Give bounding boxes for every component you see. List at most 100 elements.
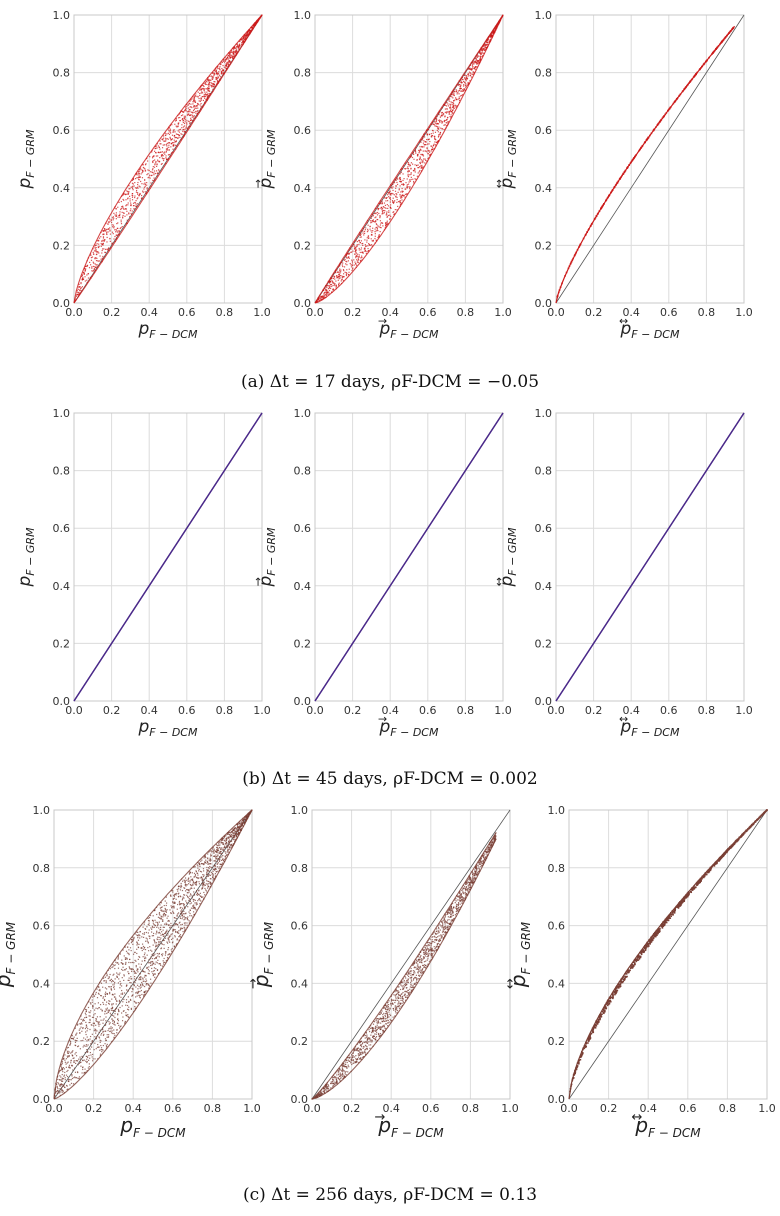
scatter-point xyxy=(93,253,95,255)
scatter-point xyxy=(216,844,218,846)
scatter-point xyxy=(438,135,440,137)
scatter-point xyxy=(166,147,169,149)
scatter-point xyxy=(86,1030,88,1032)
scatter-point xyxy=(402,173,404,175)
scatter-point xyxy=(136,995,138,997)
scatter-point xyxy=(144,183,147,185)
scatter-point xyxy=(413,180,415,183)
scatter-point xyxy=(387,205,390,207)
scatter-point xyxy=(189,903,191,905)
scatter-point xyxy=(367,247,369,250)
scatter-point xyxy=(86,1048,88,1051)
scatter-point xyxy=(433,121,436,123)
scatter-point xyxy=(190,119,192,121)
scatter-point xyxy=(74,1053,76,1055)
scatter-point xyxy=(202,886,204,888)
scatter-point xyxy=(68,1055,70,1058)
scatter-point xyxy=(239,40,241,43)
scatter-point xyxy=(471,73,473,75)
scatter-point xyxy=(114,229,116,231)
scatter-point xyxy=(200,900,202,902)
scatter-point xyxy=(199,100,201,103)
scatter-point xyxy=(343,276,345,278)
scatter-point xyxy=(455,106,457,108)
scatter-point xyxy=(453,90,455,92)
scatter-point xyxy=(340,280,342,282)
scatter-point xyxy=(385,212,388,214)
scatter-point xyxy=(379,215,381,217)
scatter-point xyxy=(145,980,148,982)
scatter-point xyxy=(386,220,388,222)
scatter-point xyxy=(174,120,177,122)
scatter-point xyxy=(90,1010,92,1012)
scatter-point xyxy=(370,238,372,240)
scatter-point xyxy=(350,266,353,268)
scatter-point xyxy=(387,200,389,202)
scatter-point xyxy=(118,978,120,980)
scatter-point xyxy=(125,950,128,952)
scatter-point xyxy=(128,195,131,197)
scatter-point xyxy=(199,892,201,894)
scatter-point xyxy=(215,854,217,856)
scatter-point xyxy=(231,832,233,834)
scatter-point xyxy=(145,931,148,934)
scatter-point xyxy=(160,937,162,939)
scatter-point xyxy=(208,89,210,91)
scatter-point xyxy=(147,942,149,944)
scatter-point xyxy=(152,166,154,168)
x-tick-label: 0.8 xyxy=(457,306,475,319)
scatter-point xyxy=(116,231,119,233)
scatter-point xyxy=(94,258,96,260)
y-tick-label: 0.4 xyxy=(53,580,71,593)
scatter-point xyxy=(181,889,184,892)
scatter-point xyxy=(179,136,181,139)
scatter-point xyxy=(143,921,146,923)
scatter-point xyxy=(92,261,94,263)
scatter-point xyxy=(234,54,236,56)
scatter-point xyxy=(134,933,136,935)
scatter-point xyxy=(184,907,186,909)
scatter-point xyxy=(410,178,412,181)
scatter-point xyxy=(161,955,163,957)
scatter-point xyxy=(89,1057,91,1059)
scatter-point xyxy=(371,231,373,233)
scatter-point xyxy=(142,926,144,928)
axis-label-arrow: ↔ xyxy=(493,577,506,586)
scatter-point xyxy=(195,870,197,873)
scatter-point xyxy=(162,138,164,140)
scatter-point xyxy=(119,1006,121,1009)
scatter-point xyxy=(431,148,433,150)
scatter-point xyxy=(128,188,130,190)
scatter-point xyxy=(333,276,336,278)
scatter-point xyxy=(165,896,167,898)
scatter-point xyxy=(124,193,126,195)
scatter-point xyxy=(487,39,489,41)
scatter-point xyxy=(419,169,421,172)
scatter-point xyxy=(88,1066,90,1068)
scatter-point xyxy=(321,297,323,299)
scatter-point xyxy=(175,125,177,127)
scatter-point xyxy=(441,112,443,114)
scatter-point xyxy=(136,969,138,972)
scatter-point xyxy=(85,1044,87,1046)
scatter-point xyxy=(366,239,368,241)
scatter-point xyxy=(107,249,109,251)
scatter-point xyxy=(401,183,403,186)
scatter-point xyxy=(401,199,403,201)
scatter-point xyxy=(216,848,218,851)
scatter-point xyxy=(195,105,197,107)
scatter-point xyxy=(99,1023,101,1025)
scatter-point xyxy=(172,148,174,150)
x-tick-label: 0.2 xyxy=(103,306,121,319)
scatter-point xyxy=(157,938,159,941)
scatter-point xyxy=(164,915,166,917)
scatter-point xyxy=(150,185,152,187)
scatter-point xyxy=(86,1045,88,1047)
scatter-point xyxy=(71,1054,73,1056)
scatter-point xyxy=(197,103,199,105)
scatter-point xyxy=(454,90,456,93)
scatter-point xyxy=(380,206,382,209)
scatter-point xyxy=(246,36,248,39)
scatter-point xyxy=(112,216,114,218)
scatter-point xyxy=(422,155,425,157)
